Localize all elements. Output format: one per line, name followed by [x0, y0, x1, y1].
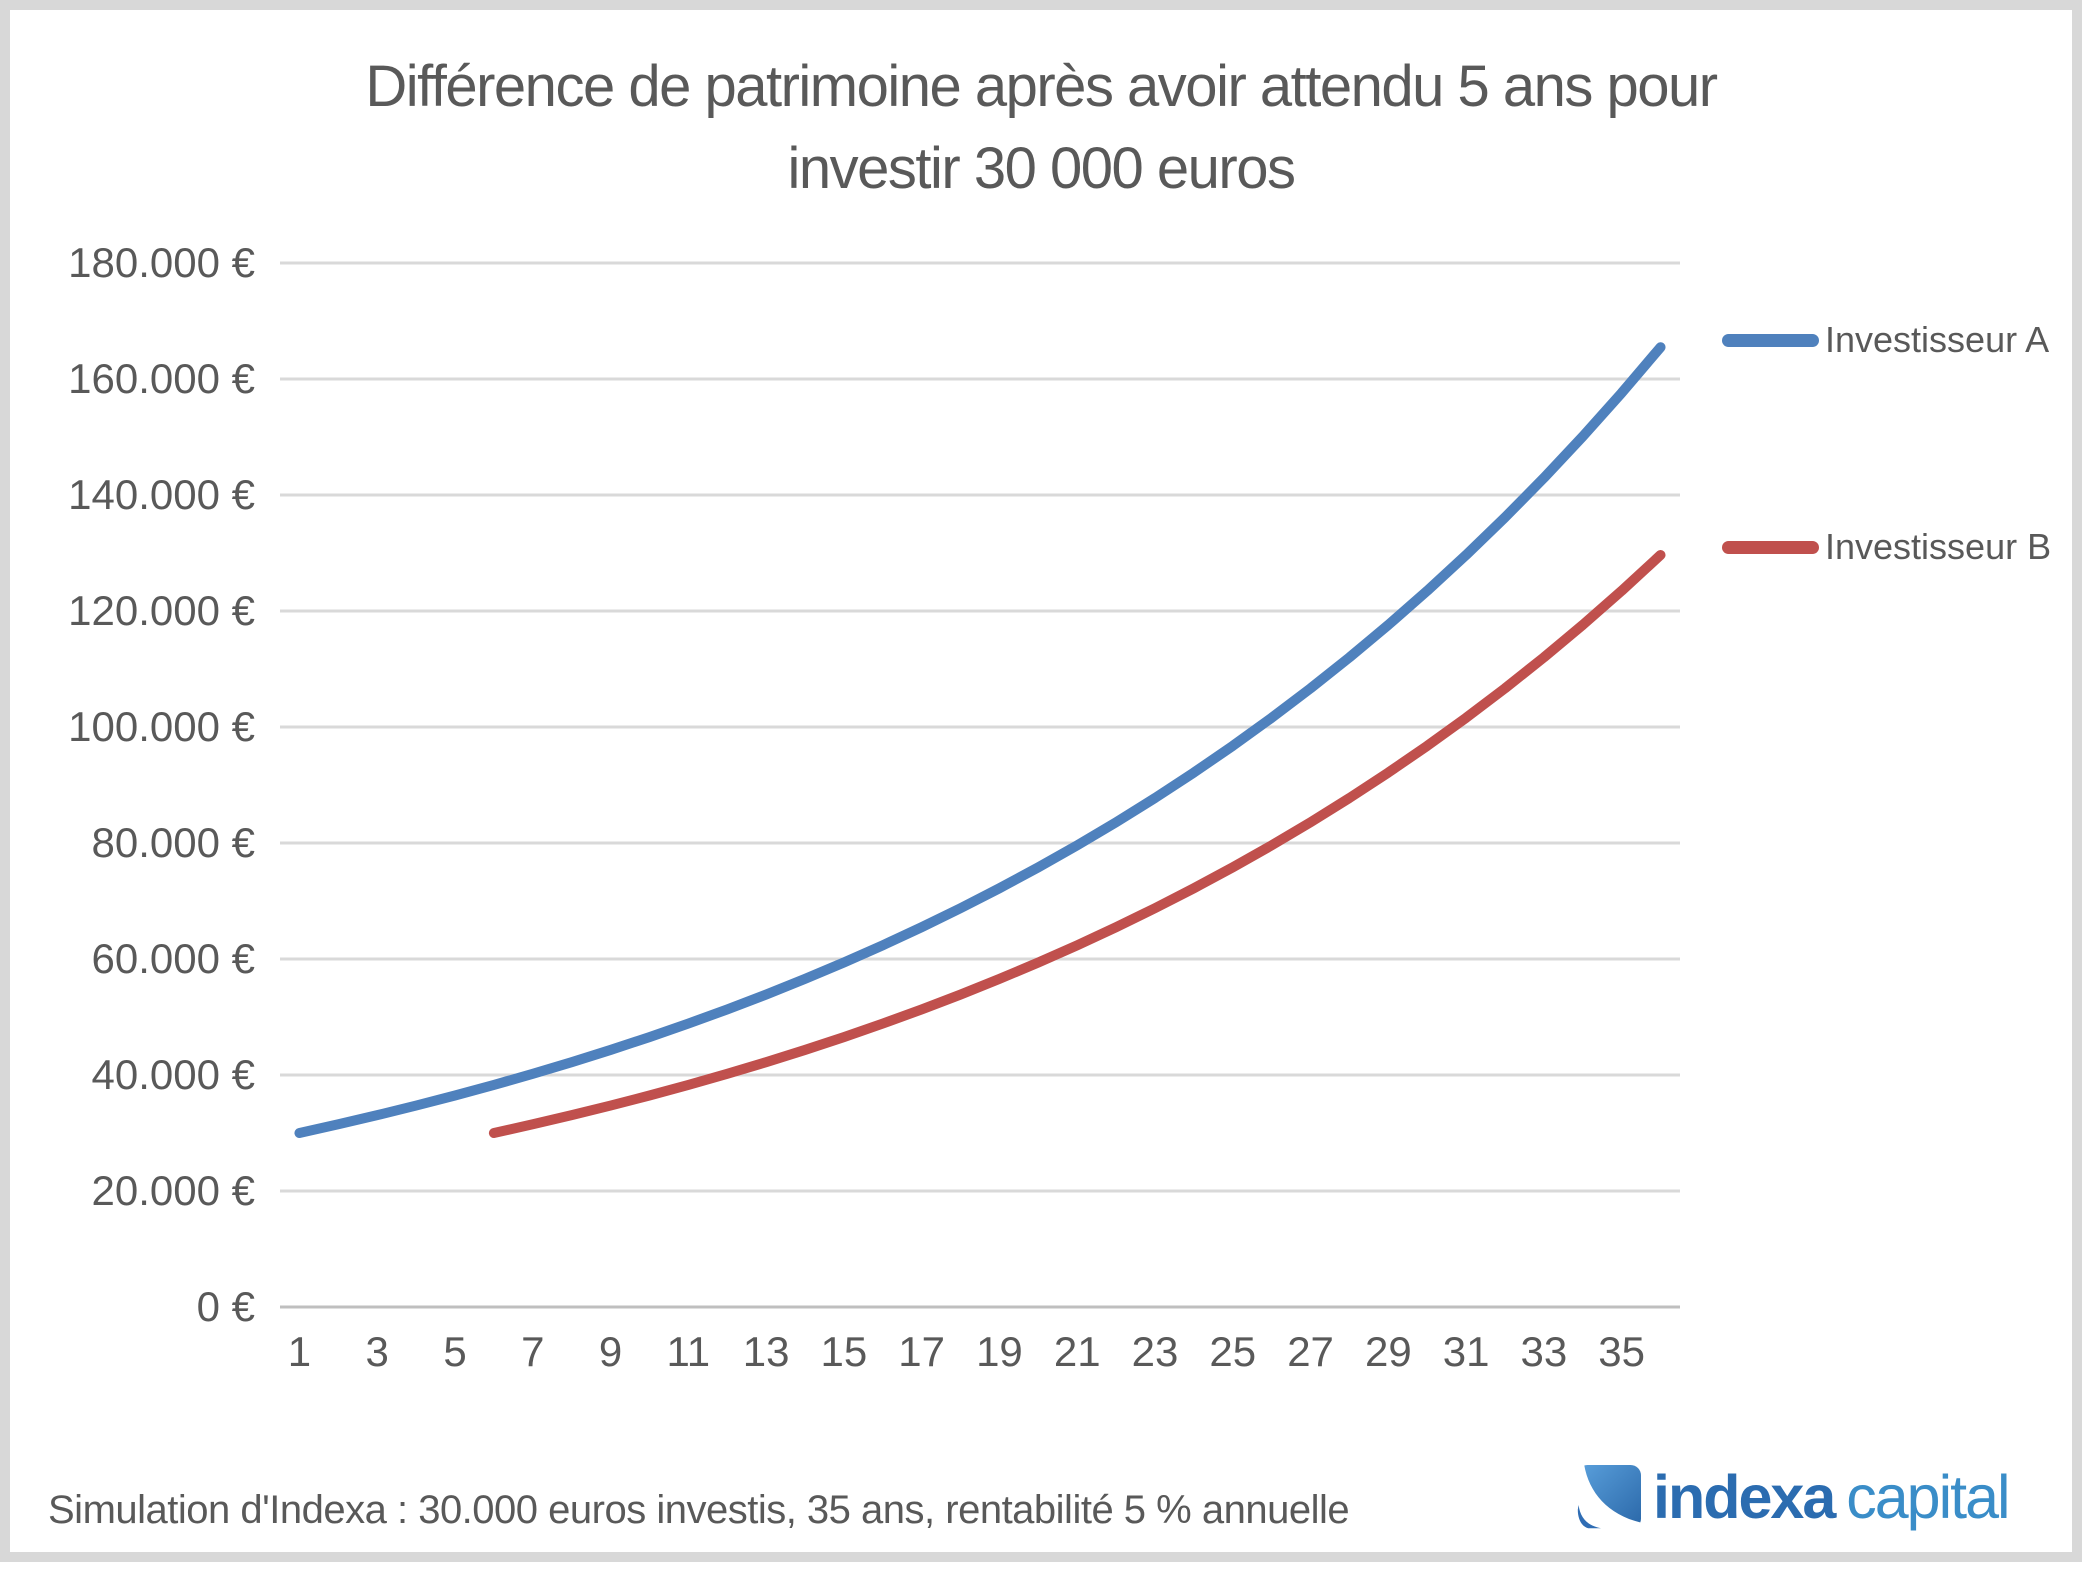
- x-tick-label: 15: [820, 1328, 868, 1375]
- legend-label-investisseur-a: Investisseur A: [1825, 319, 2050, 360]
- y-tick-label: 180.000 €: [68, 239, 255, 286]
- y-tick-label: 40.000 €: [91, 1051, 256, 1098]
- legend-item-investisseur-a: Investisseur A: [1722, 316, 2049, 364]
- y-tick-label: 20.000 €: [91, 1167, 256, 1214]
- x-tick-label: 7: [521, 1328, 545, 1375]
- x-tick-label: 11: [666, 1328, 711, 1375]
- x-tick-label: 13: [742, 1328, 790, 1375]
- legend-label-investisseur-b: Investisseur B: [1825, 526, 2052, 567]
- x-tick-label: 31: [1442, 1328, 1490, 1375]
- x-tick-label: 35: [1598, 1328, 1646, 1375]
- legend-item-investisseur-b: Investisseur B: [1722, 523, 2051, 571]
- y-tick-label: 120.000 €: [68, 587, 255, 634]
- series-lines: [294, 342, 1666, 1138]
- y-tick-label: 0 €: [196, 1283, 255, 1330]
- series-line-investisseur-b: [488, 549, 1666, 1138]
- legend-swatch-investisseur-b: [1722, 540, 1819, 554]
- x-tick-label: 19: [976, 1328, 1023, 1375]
- indexa-swoosh-icon: [1577, 1465, 1641, 1529]
- indexa-capital-logo: indexa capital: [1577, 1462, 2011, 1532]
- x-tick-label: 29: [1364, 1328, 1412, 1375]
- y-tick-label: 60.000 €: [91, 935, 256, 982]
- x-tick-label: 9: [598, 1328, 623, 1375]
- plot-area: [280, 261, 1680, 1309]
- y-tick-label: 80.000 €: [91, 819, 256, 866]
- x-tick-label: 17: [898, 1328, 946, 1375]
- gridlines: [280, 261, 1680, 1309]
- x-tick-label: 21: [1053, 1328, 1101, 1375]
- x-tick-label: 5: [443, 1328, 467, 1375]
- y-tick-label: 100.000 €: [68, 703, 255, 750]
- legend-swatch-investisseur-a: [1722, 333, 1819, 347]
- y-tick-label: 140.000 €: [68, 471, 255, 518]
- x-tick-label: 33: [1520, 1328, 1568, 1375]
- x-tick-label: 3: [365, 1328, 389, 1375]
- x-tick-label: 27: [1287, 1328, 1334, 1375]
- logo-text-indexa: indexa: [1653, 1463, 1836, 1531]
- x-tick-label: 1: [287, 1328, 312, 1375]
- y-tick-label: 160.000 €: [68, 355, 255, 402]
- x-tick-label: 23: [1131, 1328, 1179, 1375]
- logo-text-capital: capital: [1846, 1463, 2010, 1531]
- series-line-investisseur-a: [294, 342, 1666, 1138]
- x-tick-label: 25: [1209, 1328, 1257, 1375]
- footnote: Simulation d'Indexa : 30.000 euros inves…: [48, 1488, 1350, 1532]
- chart-title: Différence de patrimoine après avoir att…: [365, 54, 1718, 201]
